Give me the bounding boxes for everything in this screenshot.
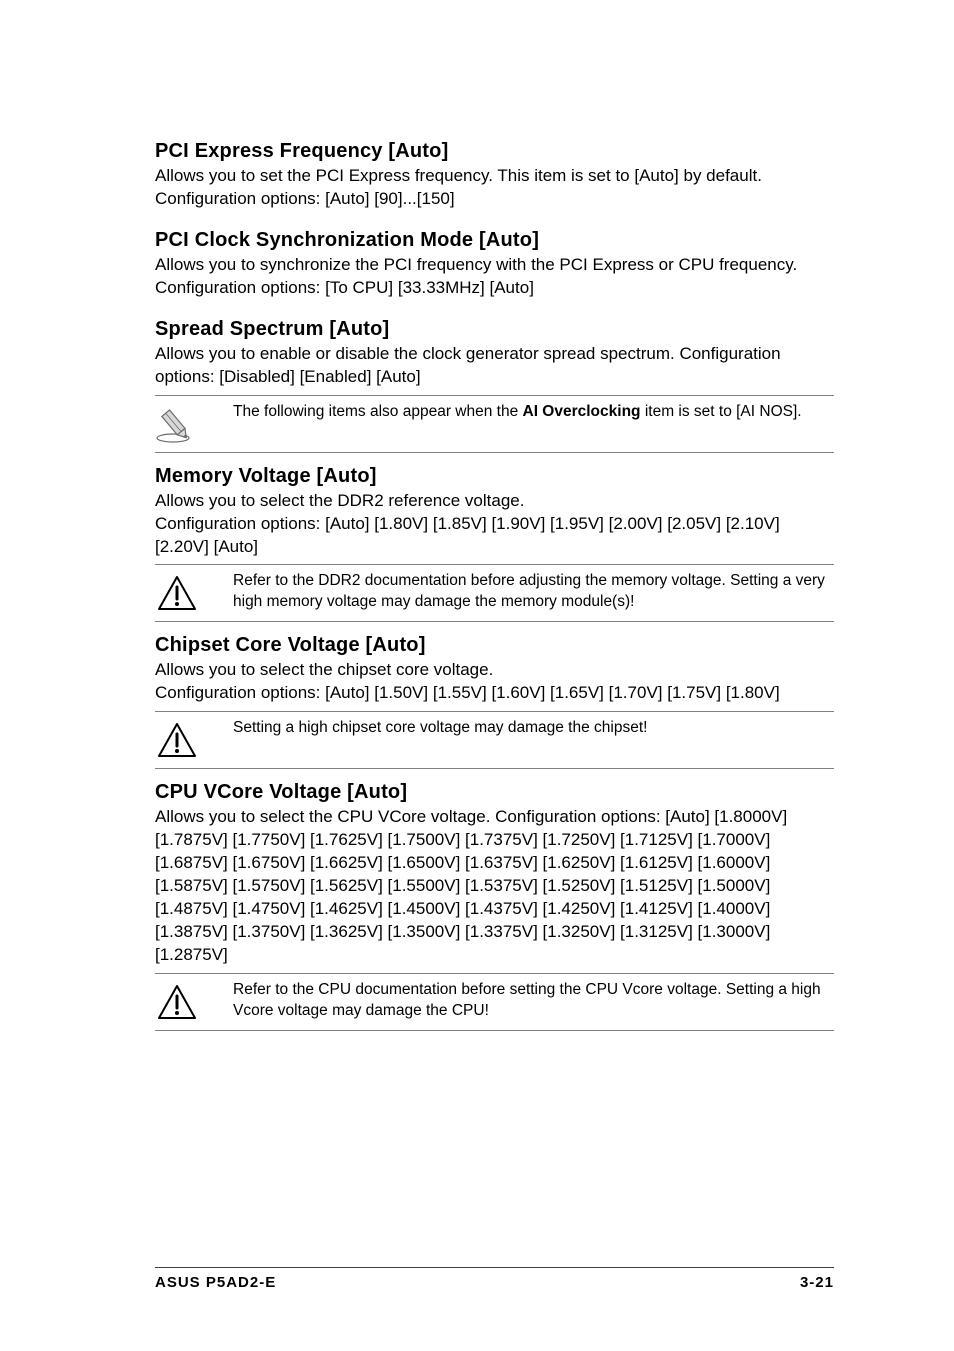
note-overclocking-text: The following items also appear when the…	[233, 402, 834, 423]
footer-left: ASUS P5AD2-E	[155, 1274, 276, 1291]
note-overclocking: The following items also appear when the…	[155, 395, 834, 453]
heading-chipset: Chipset Core Voltage [Auto]	[155, 634, 834, 657]
body-memory: Allows you to select the DDR2 reference …	[155, 490, 834, 559]
section-chipset: Chipset Core Voltage [Auto] Allows you t…	[155, 634, 834, 705]
note-cpu: Refer to the CPU documentation before se…	[155, 973, 834, 1031]
heading-pci-express: PCI Express Frequency [Auto]	[155, 140, 834, 163]
heading-spread: Spread Spectrum [Auto]	[155, 318, 834, 341]
pencil-icon	[155, 402, 233, 444]
page: PCI Express Frequency [Auto] Allows you …	[0, 0, 954, 1351]
note-chipset-text: Setting a high chipset core voltage may …	[233, 718, 834, 739]
heading-pci-clock: PCI Clock Synchronization Mode [Auto]	[155, 229, 834, 252]
section-pci-express: PCI Express Frequency [Auto] Allows you …	[155, 140, 834, 211]
note-cpu-text: Refer to the CPU documentation before se…	[233, 980, 834, 1022]
body-cpu-vcore: Allows you to select the CPU VCore volta…	[155, 806, 834, 967]
warning-icon	[155, 980, 233, 1022]
section-cpu-vcore: CPU VCore Voltage [Auto] Allows you to s…	[155, 781, 834, 967]
body-pci-clock: Allows you to synchronize the PCI freque…	[155, 254, 834, 300]
note-prefix: The following items also appear when the	[233, 403, 523, 420]
section-pci-clock: PCI Clock Synchronization Mode [Auto] Al…	[155, 229, 834, 300]
heading-memory: Memory Voltage [Auto]	[155, 465, 834, 488]
note-bold: AI Overclocking	[523, 403, 641, 420]
note-ddr2: Refer to the DDR2 documentation before a…	[155, 564, 834, 622]
page-footer: ASUS P5AD2-E 3-21	[155, 1267, 834, 1291]
body-chipset: Allows you to select the chipset core vo…	[155, 659, 834, 705]
note-chipset: Setting a high chipset core voltage may …	[155, 711, 834, 769]
heading-cpu-vcore: CPU VCore Voltage [Auto]	[155, 781, 834, 804]
warning-icon	[155, 718, 233, 760]
note-suffix: item is set to [AI NOS].	[641, 403, 802, 420]
note-ddr2-text: Refer to the DDR2 documentation before a…	[233, 571, 834, 613]
warning-icon	[155, 571, 233, 613]
body-spread: Allows you to enable or disable the cloc…	[155, 343, 834, 389]
section-memory: Memory Voltage [Auto] Allows you to sele…	[155, 465, 834, 559]
footer-right: 3-21	[800, 1274, 834, 1291]
body-pci-express: Allows you to set the PCI Express freque…	[155, 165, 834, 211]
section-spread: Spread Spectrum [Auto] Allows you to ena…	[155, 318, 834, 389]
